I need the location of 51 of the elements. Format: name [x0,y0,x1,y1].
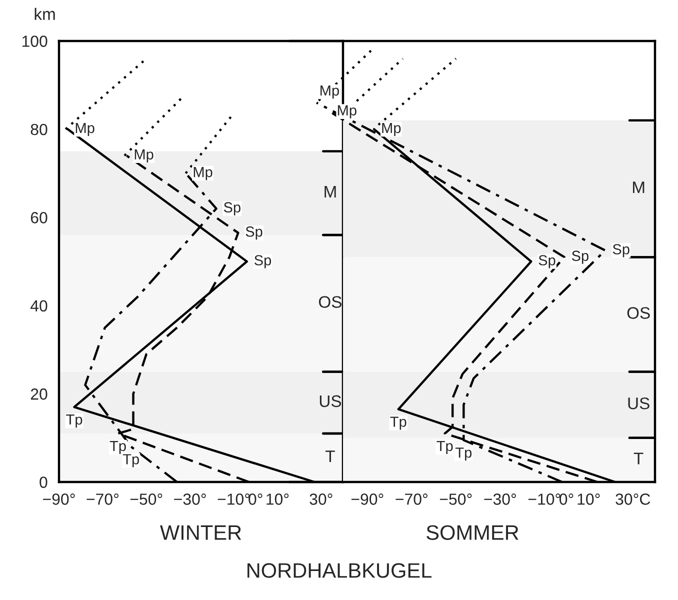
annotation: Mp [382,122,401,136]
x-tick-label: −30° [484,494,516,505]
y-tick-label: 60 [30,212,48,224]
x-tick-label: −50° [130,494,162,505]
x-tick-label: −10° [528,494,560,505]
annotation: Tp [122,454,139,468]
x-tick-label: 0° [560,494,574,505]
x-tick-label: −30° [174,494,206,505]
x-tick-label: 10° [578,494,600,505]
x-tick-label: −90° [43,494,75,505]
x-tick-label: −70° [86,494,118,505]
x-tick-label: 30° [310,494,332,505]
y-tick-label: 0 [40,476,48,488]
y-tick-label: 20 [30,388,48,400]
y-tick-label: 40 [30,300,48,312]
band-label: T [326,450,335,462]
annotation: Mp [320,86,339,99]
annotation: Sp [254,255,272,268]
annotation: Sp [224,202,240,216]
annotation: Mp [76,122,94,136]
x-axis-title: WINTER [160,525,242,540]
annotation: Mp [134,149,154,162]
band-label: US [628,397,650,410]
x-axis-title: SOMMER [426,525,518,540]
band-label: OS [627,307,650,319]
band-label: T [634,452,644,464]
band-label: M [633,182,644,194]
x-tick-label: 0° [248,494,262,505]
x-tick-label: −70° [396,494,428,505]
y-tick-label: 80 [30,124,48,136]
x-tick-label: −10° [218,494,250,505]
annotation: Tp [455,448,472,461]
annotation: Sp [612,244,630,258]
annotation: Tp [66,414,82,428]
annotation: Mp [194,167,212,180]
x-tick-label: 30°C [616,494,650,505]
x-tick-label: −50° [440,494,472,505]
annotation: Tp [390,416,406,430]
annotation: Tp [436,440,453,454]
annotation: Sp [572,250,588,264]
annotation: Sp [538,255,556,268]
x-tick-label: 10° [266,494,289,505]
band-label: M [324,186,336,198]
y-axis-title: km [34,8,55,20]
annotation: Sp [246,226,262,240]
band-label: US [320,395,342,408]
band-label: OS [318,296,342,308]
y-tick-label: 100 [22,36,48,47]
annotation: Tp [110,440,126,454]
text: NORDHALBKUGEL [248,563,432,578]
x-tick-label: −90° [351,494,384,505]
